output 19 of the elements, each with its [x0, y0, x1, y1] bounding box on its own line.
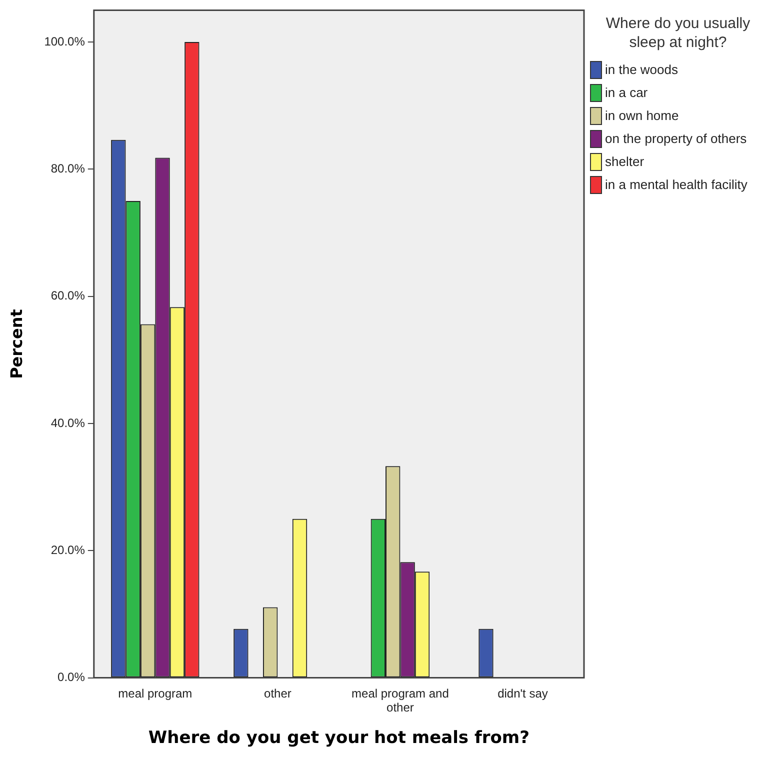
legend-label: shelter	[605, 154, 644, 169]
legend-title: Where do you usually sleep at night?	[604, 14, 752, 52]
legend-label: in a car	[605, 85, 648, 100]
y-tick-label: 40.0%	[50, 416, 86, 430]
x-axis-title: Where do you get your hot meals from?	[148, 728, 530, 748]
x-tick-label: other	[264, 686, 292, 700]
legend-label: in own home	[605, 108, 679, 123]
legend-label: in the woods	[605, 62, 678, 77]
legend-label: in a mental health facility	[605, 177, 748, 192]
legend-label: on the property of others	[605, 131, 747, 146]
y-tick-label: 20.0%	[50, 542, 86, 557]
y-axis-title: Percent	[6, 308, 26, 379]
y-tick-label: 100.0%	[44, 34, 86, 48]
y-tick-label: 60.0%	[50, 288, 86, 303]
x-tick-label: meal program and other	[352, 686, 449, 715]
y-tick-label: 0.0%	[58, 670, 86, 684]
x-tick-label: didn't say	[498, 686, 548, 700]
x-tick-label: meal program	[118, 686, 192, 700]
y-tick-label: 80.0%	[50, 161, 86, 176]
